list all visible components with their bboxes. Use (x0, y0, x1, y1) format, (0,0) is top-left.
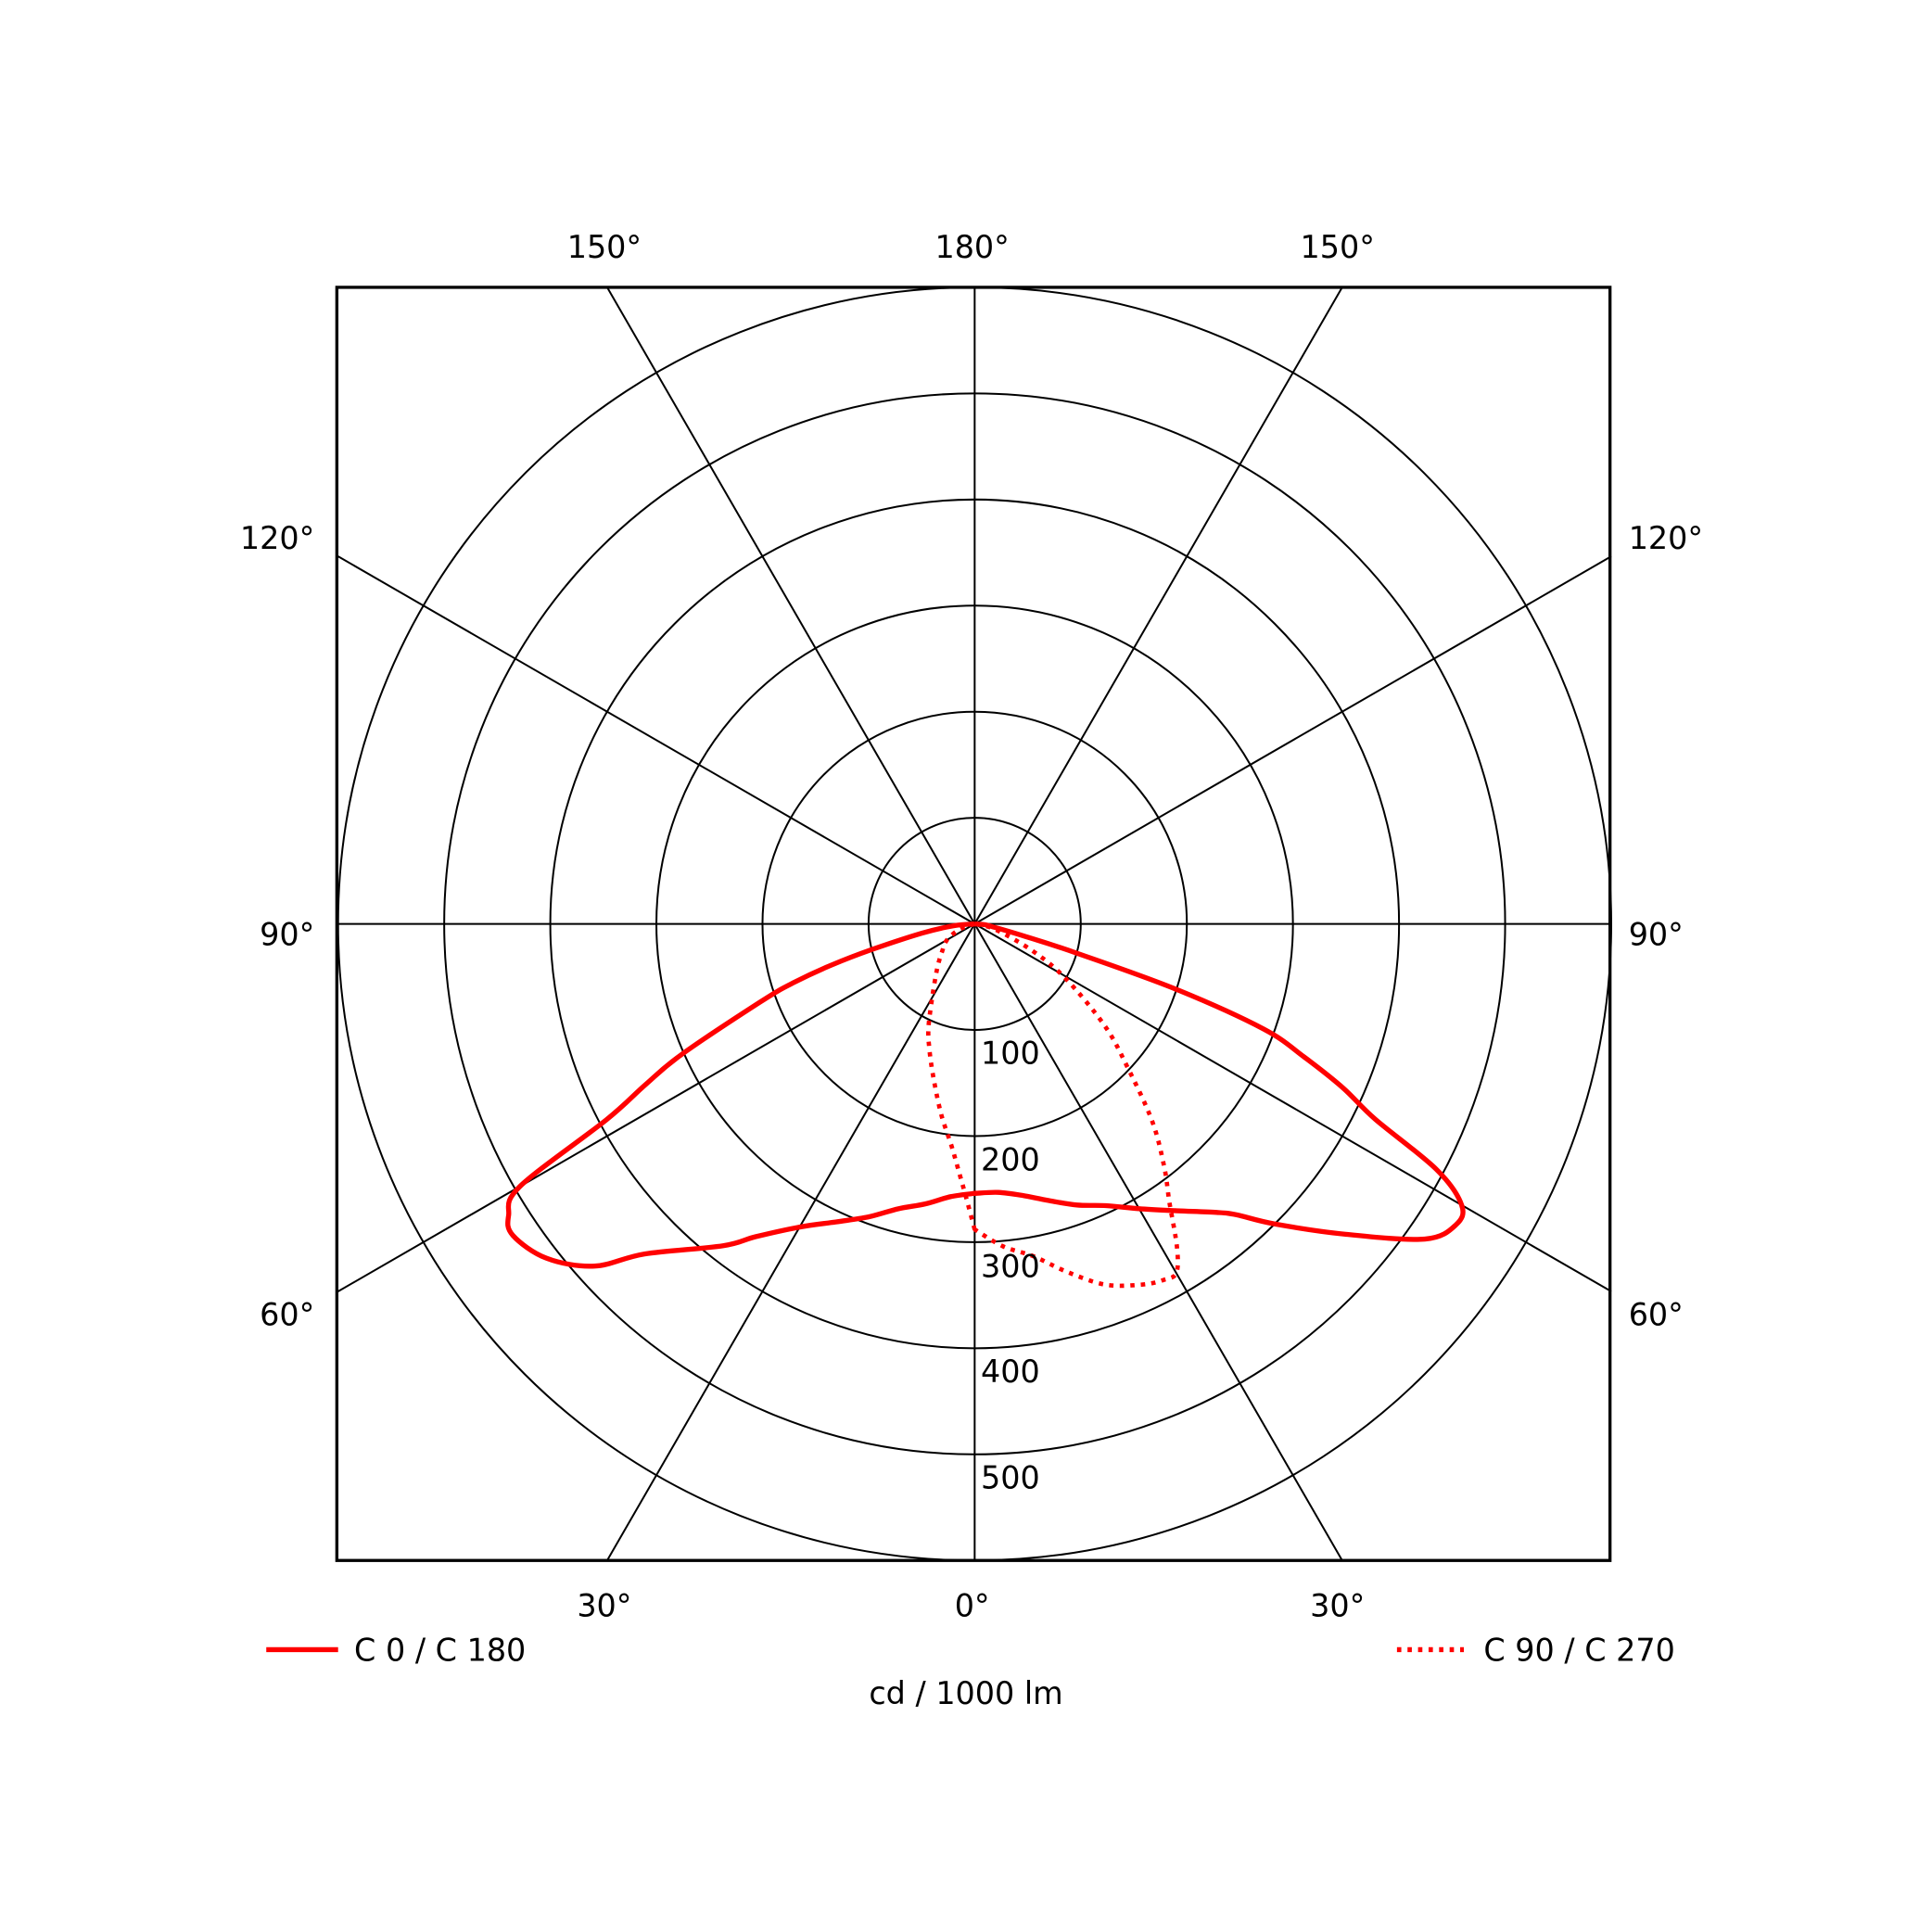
radial-label-500: 500 (981, 1460, 1040, 1496)
legend-label: C 90 / C 270 (1483, 1632, 1674, 1668)
angle-label-60-left: 60° (260, 1296, 314, 1332)
angle-label-60-right: 60° (1629, 1296, 1684, 1332)
legend-item-c90-c270: C 90 / C 270 (1396, 1632, 1675, 1668)
radial-label-100: 100 (981, 1036, 1040, 1072)
series-c0-c180-curve (505, 921, 1466, 1269)
series-layer (505, 921, 1466, 1289)
unit-label: cd / 1000 lm (869, 1675, 1062, 1711)
angle-label-90-left: 90° (260, 916, 314, 952)
legend-label: C 0 / C 180 (354, 1632, 526, 1668)
radial-label-300: 300 (981, 1248, 1040, 1284)
angle-label-30-right: 30° (1310, 1587, 1365, 1623)
plot-frame (335, 286, 1612, 1562)
angle-label-90-right: 90° (1629, 916, 1684, 952)
radial-label-200: 200 (981, 1141, 1040, 1177)
angle-label-180: 180° (934, 229, 1009, 265)
series-c90-c270-curve (925, 922, 1180, 1289)
angle-label-30-left: 30° (577, 1587, 631, 1623)
angle-label-0: 0° (955, 1587, 990, 1623)
angle-label-120-right: 120° (1629, 520, 1703, 556)
radial-label-400: 400 (981, 1354, 1040, 1390)
legend-item-c0-c180: C 0 / C 180 (266, 1632, 526, 1668)
angle-label-150-left: 150° (567, 229, 642, 265)
angle-label-120-left: 120° (240, 520, 314, 556)
angle-label-150-right: 150° (1301, 229, 1375, 265)
